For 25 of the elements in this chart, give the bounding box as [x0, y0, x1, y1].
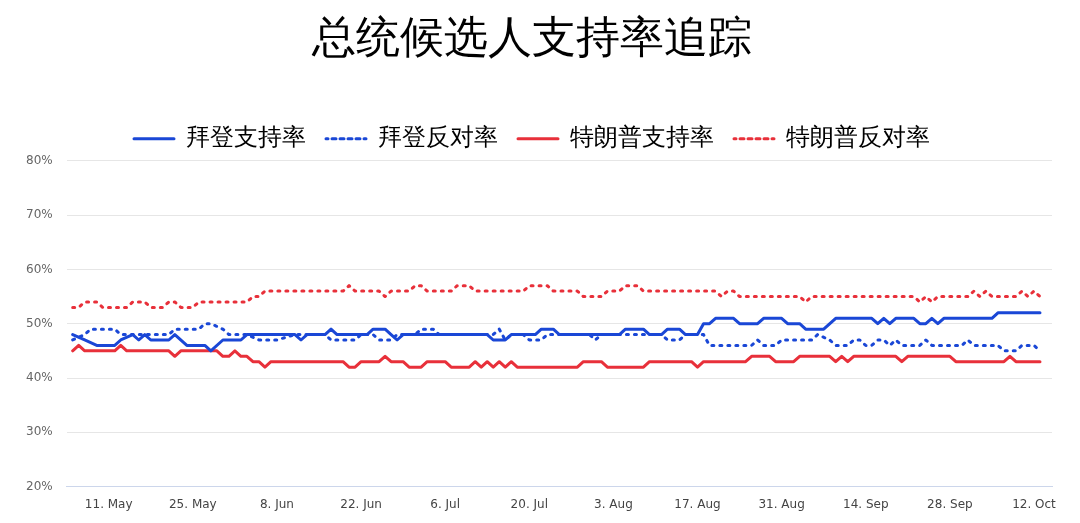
line-series: [71, 284, 1042, 309]
y-tick-label: 40%: [26, 370, 53, 385]
y-tick-label: 50%: [26, 315, 53, 330]
y-tick-label: 60%: [26, 261, 53, 276]
legend-label: 拜登反对率: [378, 123, 498, 152]
x-tick-label: 6. Jul: [430, 496, 461, 511]
y-tick-label: 70%: [26, 207, 53, 222]
legend-label: 拜登支持率: [186, 123, 306, 152]
x-tick-label: 14. Sep: [842, 496, 889, 511]
x-tick-label: 12. Oct: [1012, 496, 1057, 511]
x-tick-label: 11. May: [84, 496, 133, 511]
y-tick-label: 80%: [26, 152, 53, 167]
x-tick-label: 31. Aug: [758, 496, 805, 511]
legend-label: 特朗普反对率: [786, 123, 930, 152]
x-tick-label: 25. May: [168, 496, 217, 511]
legend-label: 特朗普支持率: [570, 123, 714, 152]
x-tick-label: 20. Jul: [510, 496, 548, 511]
x-tick-label: 22. Jun: [340, 496, 382, 511]
y-tick-label: 30%: [26, 424, 53, 439]
x-tick-label: 28. Sep: [927, 496, 973, 511]
chart-title: 总统候选人支持率追踪: [311, 10, 752, 62]
y-tick-label: 20%: [26, 478, 53, 493]
x-tick-label: 17. Aug: [674, 496, 721, 511]
x-tick-label: 8. Jun: [259, 496, 294, 511]
x-tick-label: 3. Aug: [594, 496, 633, 511]
